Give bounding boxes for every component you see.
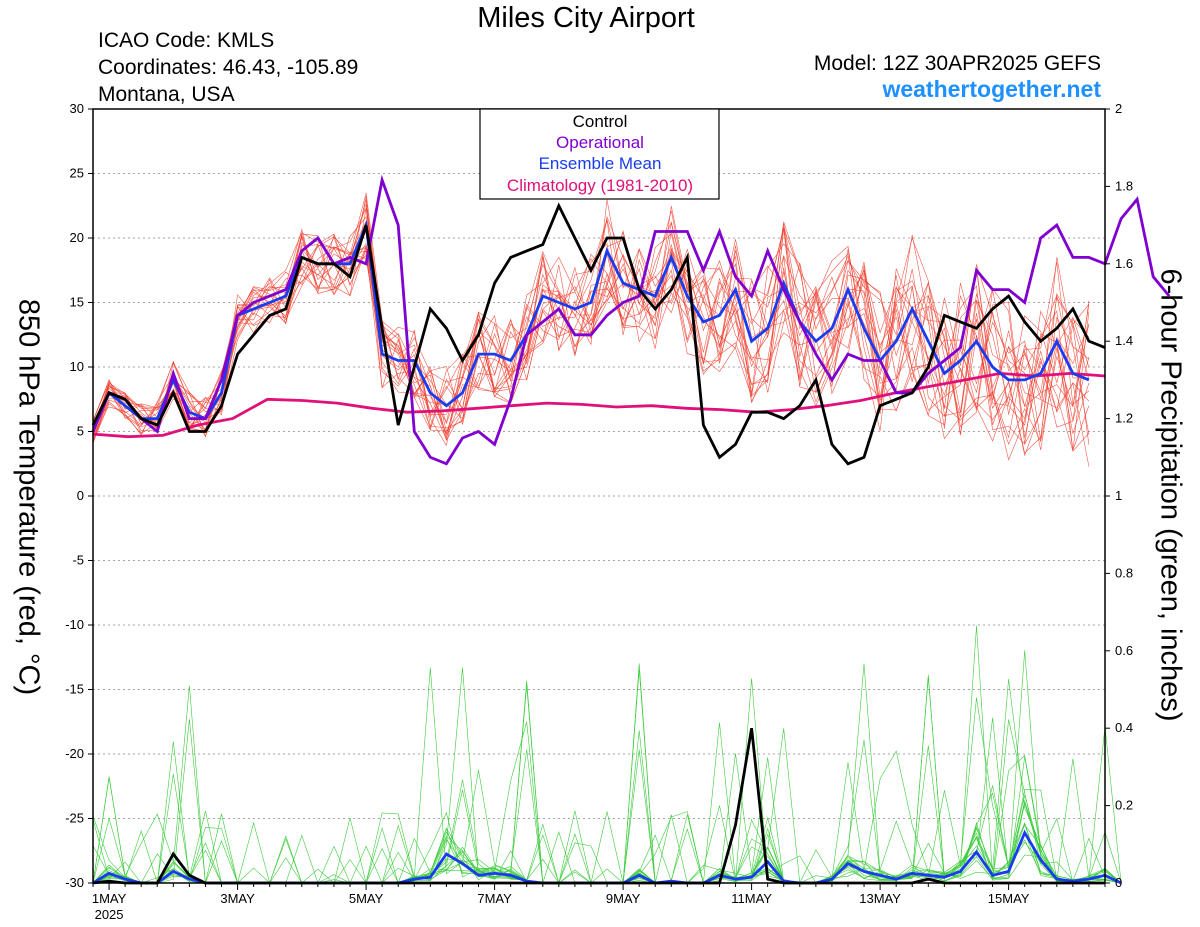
temp-ensemble-mean-line: [91, 219, 1090, 433]
legend-box: [479, 108, 720, 200]
x-tick-label: 15MAY: [988, 891, 1030, 906]
y2-tick-label: 1.4: [1115, 333, 1133, 348]
y2-tick-label: 1: [1115, 488, 1122, 503]
x-tick-label: 9MAY: [606, 891, 641, 906]
x-tick-sublabel: 2025: [95, 907, 124, 922]
climatology-line: [92, 371, 1106, 439]
y-tick-label: -15: [65, 682, 84, 697]
ensemble-member-precip-line: [92, 667, 1122, 884]
ensemble-member-precip-line: [92, 677, 1122, 884]
legend: Control Operational Ensemble Mean Climat…: [479, 108, 720, 200]
y2-tick-label: 0.6: [1115, 643, 1133, 658]
y-tick-label: -30: [65, 875, 84, 890]
x-tick-label: 5MAY: [349, 891, 384, 906]
y2-tick-label: 0: [1115, 875, 1122, 890]
site-link[interactable]: weathertogether.net: [882, 76, 1101, 102]
ensemble-member-temp-line: [92, 210, 1090, 429]
model-run: Model: 12Z 30APR2025 GEFS: [813, 52, 1101, 75]
x-tick-label: 13MAY: [859, 891, 901, 906]
temp-control-line: [91, 202, 1106, 466]
icao-code: ICAO Code: KMLS: [98, 29, 275, 52]
legend-operational: Operational: [556, 133, 644, 152]
y-tick-label: -25: [65, 811, 84, 826]
legend-climatology: Climatology (1981-2010): [507, 176, 693, 195]
y2-tick-label: 0.2: [1115, 798, 1133, 813]
ensemble-member-temp-line: [92, 235, 1090, 439]
x-tick-label: 1MAY: [92, 891, 127, 906]
ensemble-member-precip-line: [92, 726, 1122, 884]
ensemble-member-temp-line: [92, 233, 1089, 441]
station-info: ICAO Code: KMLS Coordinates: 46.43, -105…: [98, 27, 358, 108]
ensemble-member-temp-line: [92, 222, 1090, 461]
ensemble-member-precip-line: [92, 678, 1122, 884]
region: Montana, USA: [98, 83, 235, 106]
coordinates: Coordinates: 46.43, -105.89: [98, 56, 359, 79]
y2-tick-label: 1.2: [1115, 411, 1133, 426]
x-tick-label: 11MAY: [731, 891, 772, 906]
ensemble-member-temp-line: [92, 199, 1090, 444]
ensemble-member-temp-line: [92, 233, 1090, 467]
ensemble-member-temp-line: [92, 206, 1090, 447]
y2-tick-label: 0.8: [1115, 565, 1133, 580]
y-tick-label: 30: [70, 101, 84, 116]
chart-title: Miles City Airport: [477, 2, 695, 34]
legend-ensemble-mean: Ensemble Mean: [539, 154, 662, 173]
y-tick-label: -5: [72, 553, 84, 568]
y-tick-label: 25: [70, 166, 84, 181]
x-tick-label: 3MAY: [220, 891, 255, 906]
y-tick-label: 0: [77, 488, 84, 503]
y2-tick-label: 1.6: [1115, 256, 1133, 271]
precip-control-line: [92, 727, 1105, 885]
y2-tick-label: 1.8: [1115, 178, 1133, 193]
ensemble-members-layer: [92, 192, 1122, 884]
y2-tick-label: 2: [1115, 101, 1122, 116]
ensemble-member-temp-line: [92, 236, 1090, 438]
y-tick-label: 15: [70, 295, 84, 310]
y-tick-label: 10: [70, 359, 84, 374]
ensemble-member-temp-line: [92, 208, 1090, 443]
legend-control: Control: [573, 112, 628, 131]
ensemble-member-precip-line: [92, 774, 1122, 884]
y-tick-label: 5: [77, 424, 84, 439]
y2-tick-label: 0.4: [1115, 720, 1133, 735]
grid-layer: [93, 108, 1105, 884]
y-tick-label: -20: [65, 746, 84, 761]
ensemble-member-temp-line: [92, 195, 1090, 441]
axis-layer: 302520151050-5-10-15-20-25-3021.81.61.41…: [65, 101, 1133, 922]
y-tick-label: -10: [65, 617, 84, 632]
x-tick-label: 7MAY: [477, 891, 512, 906]
y-tick-label: 20: [70, 230, 84, 245]
ensemble-member-precip-line: [92, 625, 1122, 884]
temp-operational-line: [91, 174, 1171, 466]
